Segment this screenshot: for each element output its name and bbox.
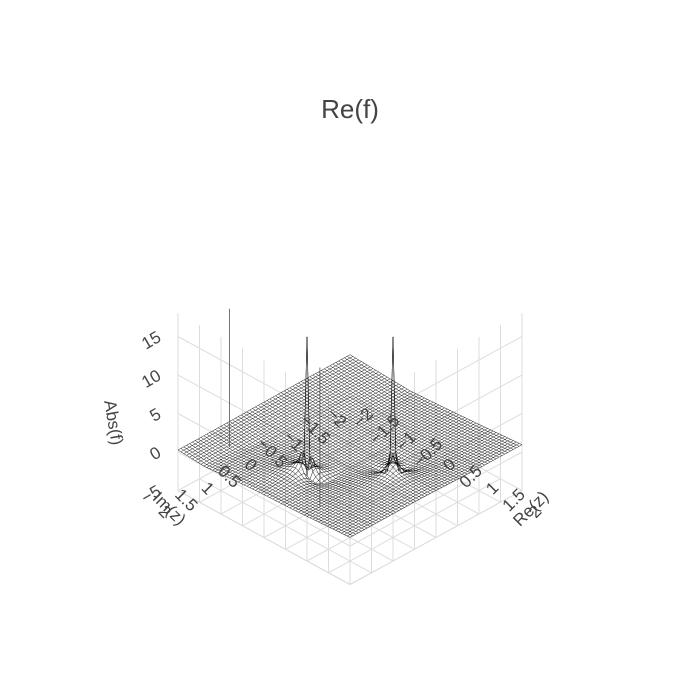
surface-line-y xyxy=(275,395,448,485)
surface-line-y xyxy=(246,411,419,500)
surface-line-y xyxy=(180,448,353,537)
surface-line-y xyxy=(192,441,365,530)
surface-line-y xyxy=(278,393,451,484)
x-tick-label: 1 xyxy=(482,478,502,498)
grid-line xyxy=(328,407,501,503)
surface-line-y xyxy=(229,421,402,510)
surface-line-y xyxy=(243,413,417,502)
chart-title: Re(f) xyxy=(321,94,379,124)
x-tick-label: 0.5 xyxy=(456,462,486,492)
surface-line-y xyxy=(189,443,362,532)
surface-line-y xyxy=(238,416,411,505)
z-axis-title: Abs(f) xyxy=(100,399,127,447)
surface-line-y xyxy=(206,434,379,522)
surface-line-y xyxy=(306,378,480,469)
surface-line-y xyxy=(260,403,434,493)
surface-line-y xyxy=(318,371,491,463)
surface-line-y xyxy=(212,430,385,519)
surface-line-y xyxy=(240,414,414,503)
surface-line-y xyxy=(303,379,477,470)
surface-line-y xyxy=(195,440,368,529)
z-tick-label: 5 xyxy=(147,404,165,425)
surface-line-y xyxy=(315,373,488,464)
surface-line-y xyxy=(197,438,371,527)
z-tick-label: 15 xyxy=(138,327,164,353)
y-tick-label: 1 xyxy=(198,478,218,498)
surface-line-y xyxy=(292,386,465,476)
surface-line-y xyxy=(272,397,445,487)
surface-line-y xyxy=(295,384,468,475)
surface-line-y xyxy=(312,374,485,466)
surface-line-y xyxy=(209,432,382,521)
surface-line-y xyxy=(329,365,503,456)
surface-line-y xyxy=(252,408,425,497)
grid-line xyxy=(349,336,523,431)
surface-line-y xyxy=(269,398,442,488)
surface-line-y xyxy=(281,392,454,482)
surface-line-y xyxy=(301,381,474,472)
surface-line-y xyxy=(255,406,428,496)
z-tick-label: 0 xyxy=(147,443,165,464)
surface-line-y xyxy=(335,362,508,453)
surface-line-y xyxy=(298,382,471,473)
surface-line-y xyxy=(263,336,437,491)
surface-line-y xyxy=(324,368,497,460)
surface-line-y xyxy=(341,359,514,450)
surface-line-y xyxy=(286,389,459,479)
surface-line-y xyxy=(215,429,388,518)
y-tick-label: 0.5 xyxy=(214,462,244,492)
grid-line xyxy=(263,443,437,538)
surface-line-y xyxy=(338,360,511,452)
surface-line-y xyxy=(344,357,517,449)
grid-line xyxy=(349,451,523,547)
grid-line xyxy=(199,478,372,574)
surface-line-y xyxy=(186,445,359,533)
grid-line xyxy=(349,374,523,470)
surface-line-y xyxy=(258,405,431,494)
grid-line xyxy=(177,490,351,585)
grid-line xyxy=(177,336,351,431)
surface-line-y xyxy=(203,435,376,524)
surface-line-y xyxy=(235,418,408,506)
surface-line-y xyxy=(232,419,405,508)
grid-line xyxy=(220,466,394,562)
surface-line-y xyxy=(177,449,351,538)
surface-line-y xyxy=(217,427,391,516)
surface-line-y xyxy=(283,390,457,481)
surface-line-y xyxy=(200,437,374,526)
surface-line-y xyxy=(249,409,422,499)
surface-line-y xyxy=(332,363,505,455)
surface-line-y xyxy=(289,387,462,478)
surface-line-y xyxy=(349,354,523,445)
z-tick-label: 10 xyxy=(138,366,164,392)
surface-line-y xyxy=(266,400,439,490)
surface-line-y xyxy=(321,370,494,461)
surface-line-y xyxy=(220,336,394,514)
surface-line-y xyxy=(309,376,482,467)
surface-line-y xyxy=(226,422,399,511)
grid-line xyxy=(349,396,523,491)
surface-mesh xyxy=(177,308,523,538)
surface-line-y xyxy=(183,446,356,535)
surface-line-y xyxy=(326,367,500,458)
surface-line-y xyxy=(346,356,520,447)
